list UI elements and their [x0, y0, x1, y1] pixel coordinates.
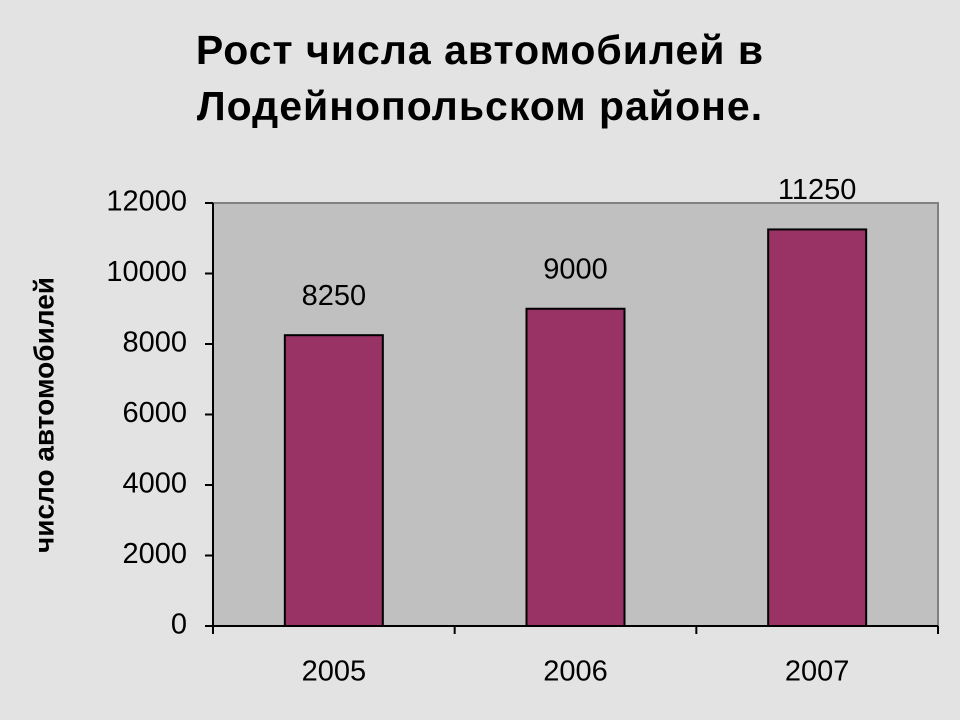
y-tick-label: 10000 [106, 256, 187, 288]
y-axis-label: число автомобилей [28, 277, 59, 553]
y-tick-label: 12000 [106, 186, 187, 218]
bar [283, 334, 384, 627]
y-tick-label: 2000 [122, 538, 187, 570]
y-tick-label: 6000 [122, 397, 187, 429]
y-tick-label: 4000 [122, 468, 187, 500]
chart-title: Рост числа автомобилей в Лодейнопольском… [195, 27, 765, 129]
data-label: 9000 [543, 253, 608, 285]
x-tick-label: 2006 [543, 656, 608, 688]
data-label: 11250 [778, 174, 857, 206]
data-label: 8250 [302, 280, 367, 312]
bar [767, 228, 868, 627]
bar [525, 307, 626, 627]
y-tick-label: 0 [171, 609, 187, 641]
x-tick-label: 2007 [785, 656, 850, 688]
x-tick-label: 2005 [302, 656, 367, 688]
y-tick-label: 8000 [122, 327, 187, 359]
